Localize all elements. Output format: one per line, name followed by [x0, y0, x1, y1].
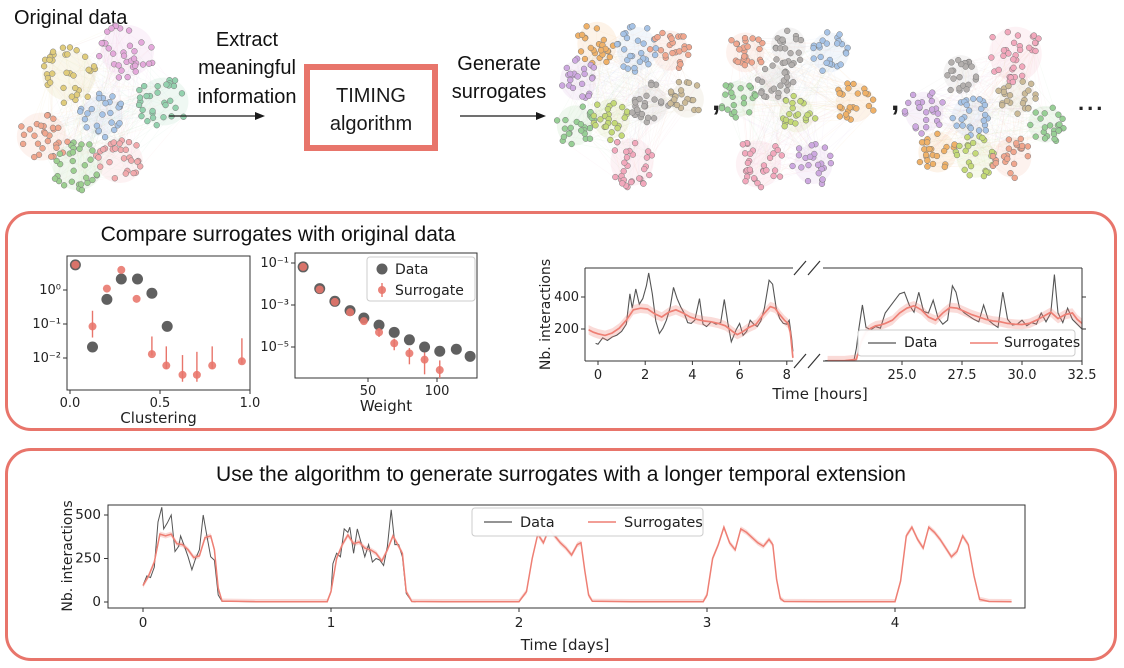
svg-text:10⁻²: 10⁻²	[32, 351, 61, 366]
svg-text:200: 200	[554, 322, 579, 337]
svg-text:0.5: 0.5	[150, 396, 171, 411]
svg-text:Data: Data	[395, 262, 428, 278]
svg-text:50: 50	[360, 384, 377, 399]
svg-text:Nb. interactions: Nb. interactions	[538, 259, 554, 370]
svg-text:Nb. interactions: Nb. interactions	[60, 500, 76, 611]
svg-text:0.0: 0.0	[60, 396, 81, 411]
svg-text:4: 4	[688, 368, 696, 383]
comma-separator-2: ,	[891, 84, 900, 117]
svg-text:2: 2	[641, 368, 649, 383]
svg-text:0: 0	[92, 594, 101, 610]
extract-information-label: Extract meaningful information	[197, 29, 297, 108]
svg-text:Clustering: Clustering	[120, 409, 196, 427]
svg-text:400: 400	[554, 290, 579, 305]
svg-text:4: 4	[891, 615, 900, 631]
svg-text:10⁻⁵: 10⁻⁵	[260, 340, 289, 355]
surrogate-network-2	[718, 27, 877, 191]
longer-panel-title: Use the algorithm to generate surrogates…	[216, 463, 906, 486]
svg-text:Surrogates: Surrogates	[624, 515, 703, 531]
hours-timeseries-plot: 0 2 4 6 8 25.0 27.5 30.0 32.5 200 400 Time [hours] N…	[538, 259, 1097, 403]
original-network	[16, 22, 189, 194]
svg-text:1.0: 1.0	[240, 396, 261, 411]
svg-text:Weight: Weight	[360, 397, 412, 415]
svg-text:8: 8	[783, 368, 791, 383]
longer-extension-panel: Use the algorithm to generate surrogates…	[5, 448, 1117, 661]
svg-text:Surrogates: Surrogates	[1004, 335, 1080, 351]
svg-text:10⁻¹: 10⁻¹	[32, 317, 61, 332]
svg-text:1: 1	[327, 615, 336, 631]
compare-panel-title: Compare surrogates with original data	[100, 223, 456, 246]
svg-text:0: 0	[139, 615, 148, 631]
svg-text:10⁰: 10⁰	[39, 283, 61, 298]
timing-algorithm-box: TIMING algorithm	[304, 64, 438, 151]
svg-text:10⁻¹: 10⁻¹	[260, 256, 289, 271]
svg-text:6: 6	[735, 368, 743, 383]
svg-text:Time [days]: Time [days]	[520, 636, 610, 654]
surrogate-network-1	[553, 21, 704, 191]
svg-text:32.5: 32.5	[1068, 368, 1097, 383]
svg-text:100: 100	[425, 384, 450, 399]
svg-text:Surrogate: Surrogate	[395, 283, 464, 299]
svg-text:25.0: 25.0	[888, 368, 917, 383]
svg-text:250: 250	[75, 551, 101, 567]
generate-arrow-icon	[460, 112, 546, 120]
svg-text:10⁻³: 10⁻³	[260, 298, 289, 313]
extract-arrow-icon	[169, 112, 265, 120]
svg-text:2: 2	[515, 615, 524, 631]
svg-text:500: 500	[75, 507, 101, 523]
svg-text:3: 3	[703, 615, 712, 631]
weight-plot: 50 100 10⁻¹ 10⁻³ 10⁻⁵ Weight Data Surrogate	[260, 252, 478, 415]
svg-text:30.0: 30.0	[1008, 368, 1037, 383]
surrogate-network-3	[901, 26, 1067, 182]
svg-text:Time [hours]: Time [hours]	[771, 385, 867, 403]
ellipsis-label: ...	[1078, 90, 1106, 115]
comma-separator-1: ,	[712, 84, 721, 117]
svg-text:Data: Data	[904, 335, 937, 351]
compare-panel: Compare surrogates with original data	[5, 211, 1117, 431]
generate-surrogates-label: Generate surrogates	[451, 53, 547, 104]
svg-text:0: 0	[594, 368, 602, 383]
original-data-label: Original data	[14, 7, 128, 29]
clustering-plot: 0.0 0.5 1.0 10⁰ 10⁻¹ 10⁻² Clustering	[32, 255, 261, 427]
days-timeseries-plot: 0 1 2 3 4 0 250 500 Time [days] Nb. interactions D…	[60, 500, 1026, 654]
svg-text:Data: Data	[520, 515, 555, 531]
svg-text:27.5: 27.5	[948, 368, 977, 383]
